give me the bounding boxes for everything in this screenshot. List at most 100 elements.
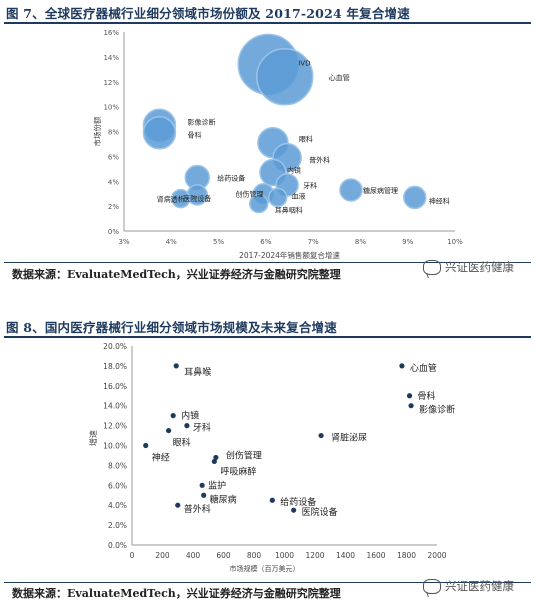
bubble-label: 牙科	[303, 181, 317, 190]
y-tick-label: 0%	[108, 228, 119, 236]
x-tick-label: 8%	[355, 238, 366, 246]
figure7-watermark: 兴证医药健康	[423, 259, 514, 275]
x-tick-label: 10%	[447, 238, 463, 246]
bubble	[339, 178, 363, 202]
point-label: 眼科	[173, 437, 191, 449]
y-tick-label: 0.0%	[108, 541, 127, 550]
x-tick-label: 1000	[275, 551, 294, 560]
x-tick-label: 5%	[213, 238, 224, 246]
y-tick-label: 12.0%	[103, 422, 127, 431]
watermark-text: 兴证医药健康	[445, 579, 514, 593]
figure8-title-rule	[4, 336, 531, 338]
point-label: 普外科	[184, 503, 211, 515]
x-tick-label: 1400	[336, 551, 355, 560]
scatter-point	[399, 363, 405, 369]
x-tick-label: 2000	[427, 551, 446, 560]
scatter-point	[166, 427, 172, 434]
y-axis-title: 市场份额	[92, 116, 102, 146]
point-label: 给药设备	[280, 496, 316, 508]
scatter-point	[408, 403, 414, 409]
y-tick-label: 14%	[103, 54, 119, 62]
x-tick-label: 0	[130, 551, 135, 560]
bubble	[256, 48, 314, 106]
figure8-scatter-chart: 0.0% 2.0% 4.0% 6.0% 8.0% 10.0% 12.0% 14.0% 16.0%…	[88, 342, 455, 573]
x-tick-label: 1800	[397, 551, 416, 560]
point-label: 内镜	[181, 410, 199, 422]
x-tick-label: 800	[247, 551, 262, 560]
y-tick-label: 12%	[103, 79, 119, 87]
x-tick-label: 400	[186, 551, 201, 560]
figure8-title: 图 8、国内医疗器械行业细分领域市场规模及未来复合增速	[6, 320, 337, 335]
scatter-point	[184, 423, 190, 429]
point-label: 呼吸麻醉	[220, 465, 256, 477]
bubble-label: 眼科	[299, 135, 313, 144]
bubble-label: 心血管	[329, 73, 350, 82]
point-label: 影像诊断	[419, 404, 455, 416]
point-label: 牙科	[193, 422, 211, 434]
y-tick-label: 8%	[108, 129, 119, 137]
bubble-label: 神经科	[429, 196, 450, 205]
y-tick-label: 4%	[108, 178, 119, 186]
bubble-label: 血液	[292, 191, 306, 200]
figure8-source: 数据来源：EvaluateMedTech，兴业证券经济与金融研究院整理	[12, 587, 341, 600]
y-tick-label: 10.0%	[103, 442, 127, 451]
bubble-label: IVD	[298, 59, 310, 67]
point-label: 耳鼻喉	[184, 366, 211, 378]
bubble-label: 耳鼻咽科	[275, 206, 303, 215]
scatter-point	[143, 442, 149, 449]
figure8-source-rule	[4, 582, 531, 583]
bubble-label: 骨科	[187, 131, 201, 140]
y-tick-label: 8.0%	[108, 461, 127, 470]
scatter-point	[406, 393, 413, 399]
scatter-point	[170, 413, 176, 419]
point-label: 骨科	[418, 390, 436, 402]
y-tick-label: 20.0%	[103, 342, 127, 351]
bubble-label: 创伤管理	[235, 190, 263, 199]
figure7-title: 图 7、全球医疗器械行业细分领域市场份额及 2017-2024 年复合增速	[6, 6, 410, 21]
y-tick-label: 16.0%	[103, 382, 127, 391]
watermark-text: 兴证医药健康	[445, 260, 514, 274]
figure7-source: 数据来源：EvaluateMedTech，兴业证券经济与金融研究院整理	[12, 268, 341, 281]
bubble-label: 影像诊断	[187, 117, 215, 126]
scatter-point	[213, 454, 219, 461]
y-tick-label: 16%	[103, 29, 119, 37]
bubble-label: 普外科	[309, 156, 330, 165]
y-tick-label: 4.0%	[108, 501, 127, 510]
bubble	[267, 187, 288, 208]
scatter-point	[199, 482, 205, 488]
x-axis-title: 2017-2024年销售额复合增速	[239, 250, 340, 260]
bubble	[170, 188, 191, 209]
point-label: 监护	[208, 479, 226, 491]
x-tick-label: 3%	[118, 238, 129, 246]
point-label: 神经	[152, 452, 170, 464]
y-tick-label: 2.0%	[108, 521, 127, 530]
scatter-point	[173, 363, 179, 369]
y-tick-label: 2%	[108, 203, 119, 211]
point-label: 糖尿病	[210, 493, 237, 505]
y-tick-label: 18.0%	[103, 362, 127, 371]
bubble-label: 内镜	[287, 166, 301, 175]
y-tick-label: 14.0%	[103, 402, 127, 411]
x-tick-label: 7%	[308, 238, 319, 246]
scatter-point	[269, 497, 275, 503]
figure7-title-rule	[4, 22, 531, 24]
bubble	[142, 115, 177, 150]
point-label: 创伤管理	[226, 449, 262, 461]
bubble-label: 医院设备	[183, 194, 211, 203]
scatter-point	[318, 432, 324, 439]
scatter-point	[175, 502, 181, 508]
bubble	[249, 193, 269, 214]
x-tick-label: 1600	[366, 551, 385, 560]
scatter-point	[201, 492, 207, 498]
bubble-label: 糖尿病管理	[363, 186, 398, 195]
scatter-point	[291, 507, 297, 513]
x-tick-label: 6%	[260, 238, 271, 246]
scatter-point	[211, 458, 217, 465]
x-tick-label: 600	[216, 551, 231, 560]
bubble-label: 肾病透析	[157, 195, 185, 204]
figure7-bubble-chart: 0% 2% 4% 6% 8% 10% 12% 14% 16% 3% 4% 5% 6% 7% 8% 9% 10% 2…	[92, 29, 463, 260]
x-tick-label: 4%	[166, 238, 177, 246]
point-label: 医院设备	[302, 506, 338, 518]
x-tick-label: 200	[155, 551, 170, 560]
bubble	[403, 185, 427, 210]
